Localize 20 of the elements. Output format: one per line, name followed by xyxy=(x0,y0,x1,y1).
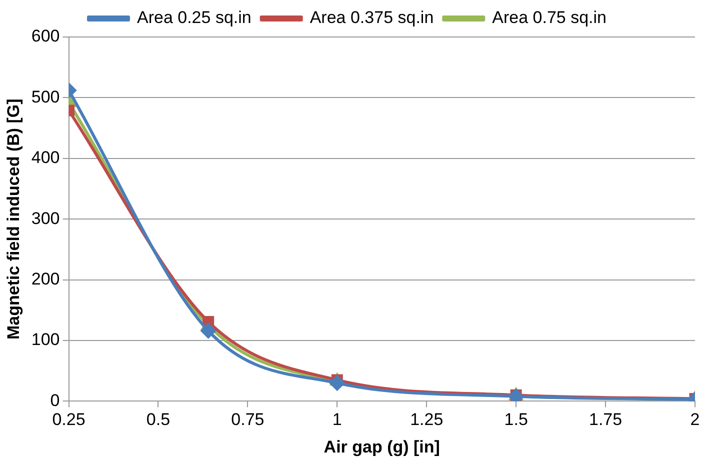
legend-label: Area 0.75 sq.in xyxy=(492,8,607,28)
y-tick-label: 400 xyxy=(31,148,60,168)
x-tick-label: 2 xyxy=(690,410,700,430)
y-tick-label: 0 xyxy=(50,390,60,410)
y-tick-label: 300 xyxy=(31,208,60,228)
x-tick-label: 0.5 xyxy=(146,410,170,430)
y-tick-label: 200 xyxy=(31,269,60,288)
x-tick-label: 1.5 xyxy=(504,410,528,430)
y-tick-label: 500 xyxy=(31,87,60,106)
x-axis-title: Air gap (g) [in] xyxy=(324,437,440,456)
legend-label: Area 0.375 sq.in xyxy=(310,8,434,28)
legend-label: Area 0.25 sq.in xyxy=(136,8,252,28)
x-tick-label: 1.75 xyxy=(588,410,622,430)
y-tick-label: 100 xyxy=(31,330,60,350)
y-tick-label: 600 xyxy=(31,26,60,46)
y-axis-title: Magnetic field induced (B) [G] xyxy=(4,98,23,340)
x-tick-label: 1 xyxy=(332,410,342,430)
x-tick-label: 0.75 xyxy=(231,410,264,430)
x-tick-label: 0.25 xyxy=(52,410,86,430)
x-tick-label: 1.25 xyxy=(410,410,444,430)
